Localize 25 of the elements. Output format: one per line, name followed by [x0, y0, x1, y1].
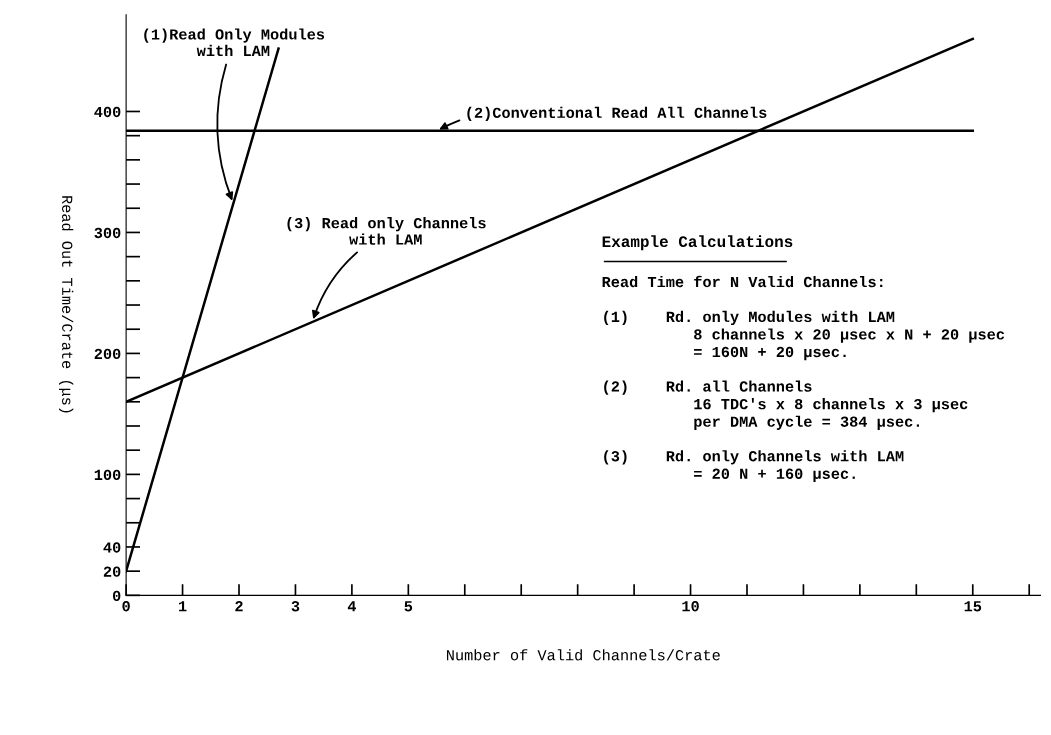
annotation: Read Time for N Valid Channels: — [602, 275, 883, 288]
x-tick-label: 4 — [347, 601, 357, 612]
annotation: (2)Conventional Read All Channels — [467, 106, 767, 122]
x-tick-label: 1 — [179, 601, 187, 612]
annotation: (3) Rd. only Channels with LAM = 20 N + 160 μsec. — [604, 450, 904, 482]
annotation: (2) Rd. all Channels 16 TDC's x 8 channels x 3 μsec per DMA cycle = 384 μsec. — [604, 380, 968, 430]
y-tick-label: 400 — [94, 106, 121, 118]
y-tick-label: 200 — [94, 348, 121, 360]
y-tick-label: 100 — [94, 469, 121, 481]
y-tick-label: 20 — [103, 566, 121, 577]
annotation: Example Calculations — [602, 235, 793, 251]
annotation: (3) Read only Channels with LAM — [287, 217, 486, 245]
y-tick-label: 0 — [112, 590, 121, 602]
x-tick-label: 10 — [682, 601, 699, 612]
y-tick-label: 40 — [103, 542, 121, 553]
x-tick-label: 5 — [404, 601, 413, 612]
x-axis-title: Number of Valid Channels/Crate — [446, 649, 720, 661]
x-tick-label: 3 — [291, 601, 300, 612]
y-axis-title: Read Out Time/Crate (μs) — [59, 196, 74, 413]
x-tick-label: 2 — [235, 601, 243, 612]
annotation: (1) Rd. only Modules with LAM 8 channels x 20 μsec x N + 20 μsec = 160N + 20 μsec. — [604, 310, 1005, 361]
x-tick-label: 0 — [122, 601, 130, 612]
x-tick-label: 15 — [964, 601, 982, 612]
annotation: (1)Read Only Modules with LAM — [144, 28, 325, 57]
y-tick-label: 300 — [94, 227, 121, 239]
